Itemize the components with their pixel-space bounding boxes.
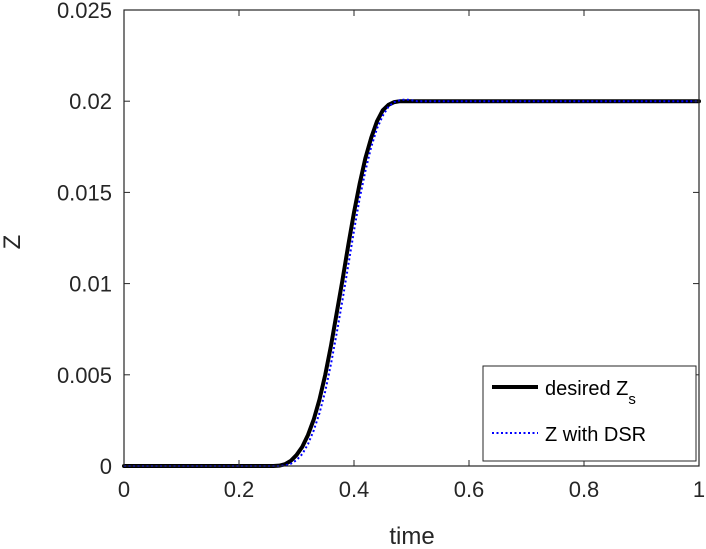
legend-label-desired-zs: desired Zs <box>545 378 636 408</box>
x-tick-label: 0.2 <box>224 477 255 502</box>
axes-layer: 0 0.2 0.4 0.6 0.8 1 0 0.005 0.01 0.015 0.02 0.025 <box>57 0 705 502</box>
y-tick-label: 0.025 <box>57 0 112 23</box>
x-tick-label: 0.4 <box>339 477 370 502</box>
series-line-z-with-dsr <box>124 98 699 467</box>
y-tick-label: 0 <box>100 454 112 479</box>
legend-box <box>482 365 697 462</box>
y-axis-label: Z <box>0 235 26 250</box>
x-tick-label: 0.6 <box>454 477 485 502</box>
legend-label-text: desired Z <box>545 378 628 400</box>
legend-label-subscript: s <box>628 391 636 408</box>
y-tick-label: 0.005 <box>57 363 112 388</box>
legend-label-z-with-dsr: Z with DSR <box>545 424 646 446</box>
x-tick-label: 0.8 <box>569 477 600 502</box>
y-tick-label: 0.015 <box>57 180 112 205</box>
y-tick-label: 0.01 <box>69 272 112 297</box>
x-axis-label: time <box>389 523 434 549</box>
y-tick-label: 0.02 <box>69 89 112 114</box>
x-tick-label: 0 <box>118 477 130 502</box>
legend: desired Zs Z with DSR <box>482 365 697 462</box>
x-tick-label: 1 <box>693 477 705 502</box>
axes-box <box>123 9 700 467</box>
series-line-desired-zs <box>122 99 701 468</box>
series-layer <box>122 98 701 468</box>
